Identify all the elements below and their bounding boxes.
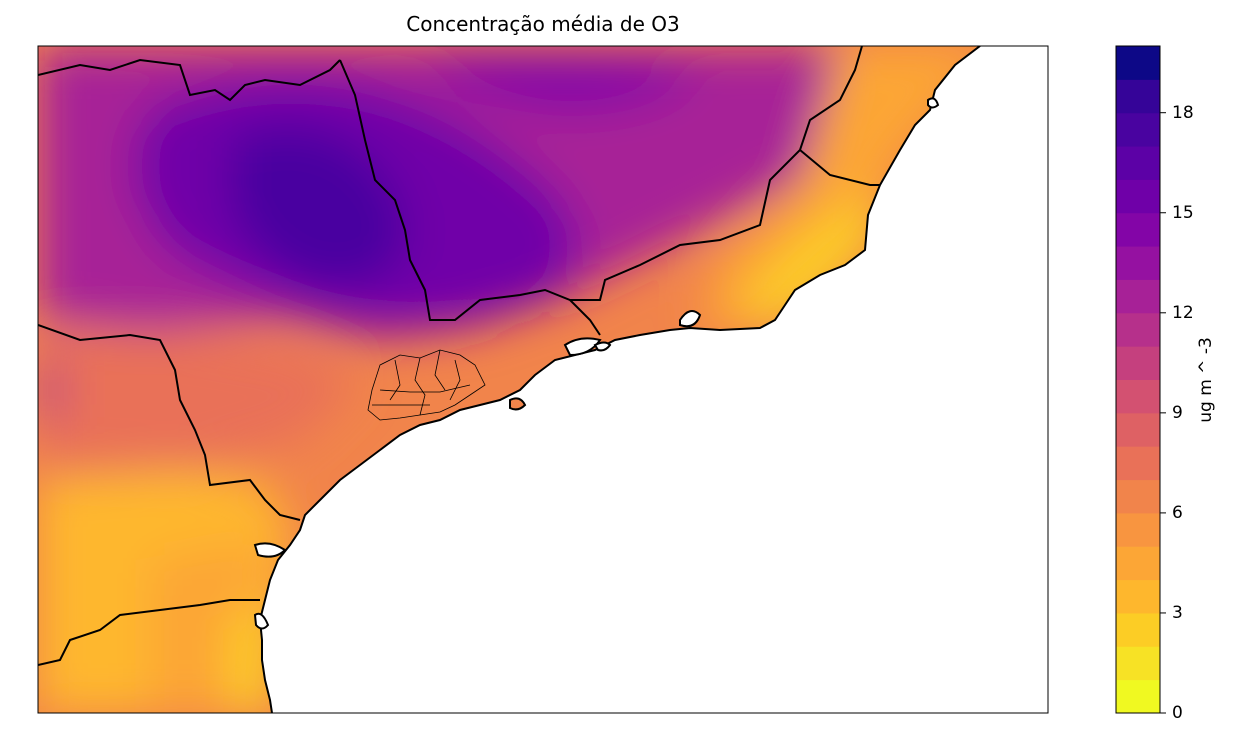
- colorbar-segment: [1116, 512, 1160, 547]
- colorbar-segment: [1116, 146, 1160, 180]
- colorbar-segment: [1116, 312, 1160, 347]
- colorbar-frame: [1115, 45, 1161, 714]
- colorbar-segment: [1116, 246, 1160, 280]
- metro-municipalities: [367, 349, 486, 421]
- colorbar-segment: [1116, 179, 1160, 214]
- colorbar-tick-label: 12: [1172, 302, 1194, 323]
- coastline: [258, 46, 981, 713]
- colorbar-tick-label: 6: [1172, 502, 1183, 523]
- colorbar-tick-label: 15: [1172, 202, 1194, 223]
- colorbar-segment: [1116, 412, 1160, 447]
- colorbar-segment: [1116, 212, 1160, 247]
- colorbar-segment: [1116, 612, 1160, 647]
- colorbar-segment: [1116, 279, 1160, 314]
- ocean: [260, 46, 1048, 713]
- axes-frame: [37, 45, 1049, 714]
- concentration-field: [38, 46, 1048, 713]
- map-title: Concentração média de O3: [406, 12, 680, 36]
- colorbar-segment: [1116, 79, 1160, 114]
- state-borders: [38, 46, 981, 713]
- colorbar-segment: [1116, 479, 1160, 514]
- colorbar: [1115, 45, 1166, 714]
- colorbar-tick-label: 0: [1172, 703, 1183, 723]
- colorbar-tick-label: 18: [1172, 102, 1194, 123]
- colorbar-segment: [1116, 546, 1160, 581]
- colorbar-segment: [1116, 646, 1160, 681]
- colorbar-segment: [1116, 579, 1160, 614]
- colorbar-tick-label: 3: [1172, 602, 1183, 623]
- colorbar-segment: [1116, 46, 1160, 80]
- colorbar-segment: [1116, 379, 1160, 414]
- colorbar-segment: [1116, 346, 1160, 380]
- colorbar-segment: [1116, 112, 1160, 147]
- colorbar-segment: [1116, 446, 1160, 481]
- colorbar-label: ug m ^ -3: [1196, 337, 1216, 423]
- colorbar-tick-label: 9: [1172, 402, 1183, 423]
- colorbar-segment: [1116, 679, 1160, 714]
